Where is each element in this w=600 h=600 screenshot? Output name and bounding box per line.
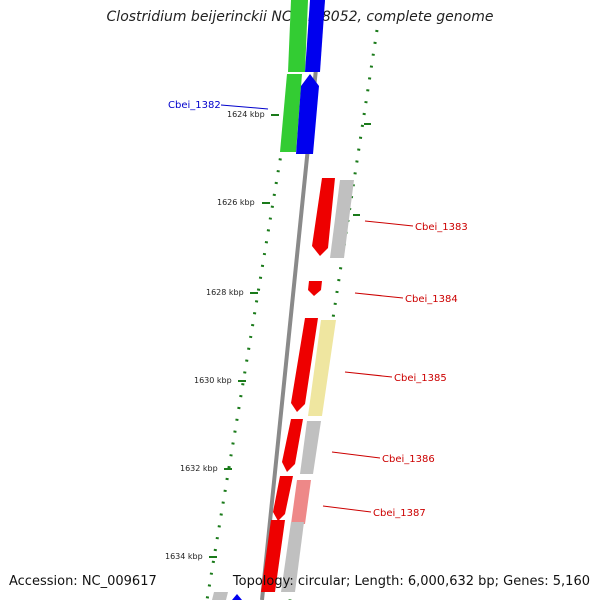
- gene-cbei-1385-cog[interactable]: [308, 320, 336, 416]
- tick-label: 1630 kbp: [194, 376, 232, 385]
- gene-label-cbei-1382[interactable]: Cbei_1382: [168, 100, 221, 111]
- genome-summary-text: Topology: circular; Length: 6,000,632 bp…: [232, 574, 590, 589]
- axis-tick-1632: 1632 kbp: [180, 464, 232, 473]
- gene-bottom-blue[interactable]: [232, 594, 242, 600]
- tick-label: 1624 kbp: [227, 110, 265, 119]
- gene-lower-gray[interactable]: [281, 522, 304, 592]
- accession-text: Accession: NC_009617: [9, 574, 157, 589]
- gene-green-2[interactable]: [280, 74, 302, 152]
- connector-cbei-1382: [220, 104, 269, 110]
- axis-tick-1634: 1634 kbp: [165, 552, 217, 561]
- gene-label-cbei-1386[interactable]: Cbei_1386: [382, 454, 435, 465]
- connector-cbei-1383: [364, 220, 414, 227]
- gene-cbei-1387[interactable]: [273, 476, 293, 521]
- gene-cbei-1383[interactable]: [312, 178, 335, 256]
- tick-label: 1632 kbp: [180, 464, 218, 473]
- gene-cbei-1386-cog[interactable]: [300, 421, 321, 474]
- axis-tick-1624: 1624 kbp: [227, 110, 279, 119]
- gene-cbei-1384[interactable]: [308, 281, 322, 296]
- gene-bottom-gray[interactable]: [212, 592, 228, 600]
- gene-blue-1[interactable]: [305, 0, 325, 72]
- connector-cbei-1386: [331, 451, 381, 459]
- gene-lower-red[interactable]: [261, 520, 285, 592]
- axis-tick-1626: 1626 kbp: [217, 198, 270, 207]
- gene-blue-2[interactable]: [296, 74, 319, 154]
- gene-label-cbei-1384[interactable]: Cbei_1384: [405, 294, 458, 305]
- tick-label: 1626 kbp: [217, 198, 255, 207]
- connector-cbei-1387: [322, 505, 372, 513]
- connector-cbei-1384: [354, 292, 404, 299]
- tick-label: 1628 kbp: [206, 288, 244, 297]
- gene-green-1[interactable]: [288, 0, 308, 72]
- gene-cbei-1387-cog[interactable]: [291, 480, 311, 524]
- gene-label-cbei-1383[interactable]: Cbei_1383: [415, 222, 468, 233]
- connector-cbei-1385: [344, 371, 393, 378]
- gene-cbei-1386[interactable]: [282, 419, 303, 472]
- axis-tick-1628: 1628 kbp: [206, 288, 258, 297]
- gene-cbei-1383-cog[interactable]: [330, 180, 354, 258]
- tick-label: 1634 kbp: [165, 552, 203, 561]
- gene-label-cbei-1387[interactable]: Cbei_1387: [373, 508, 426, 519]
- axis-tick-1630: 1630 kbp: [194, 376, 246, 385]
- gene-label-cbei-1385[interactable]: Cbei_1385: [394, 373, 447, 384]
- gene-cbei-1385[interactable]: [291, 318, 318, 412]
